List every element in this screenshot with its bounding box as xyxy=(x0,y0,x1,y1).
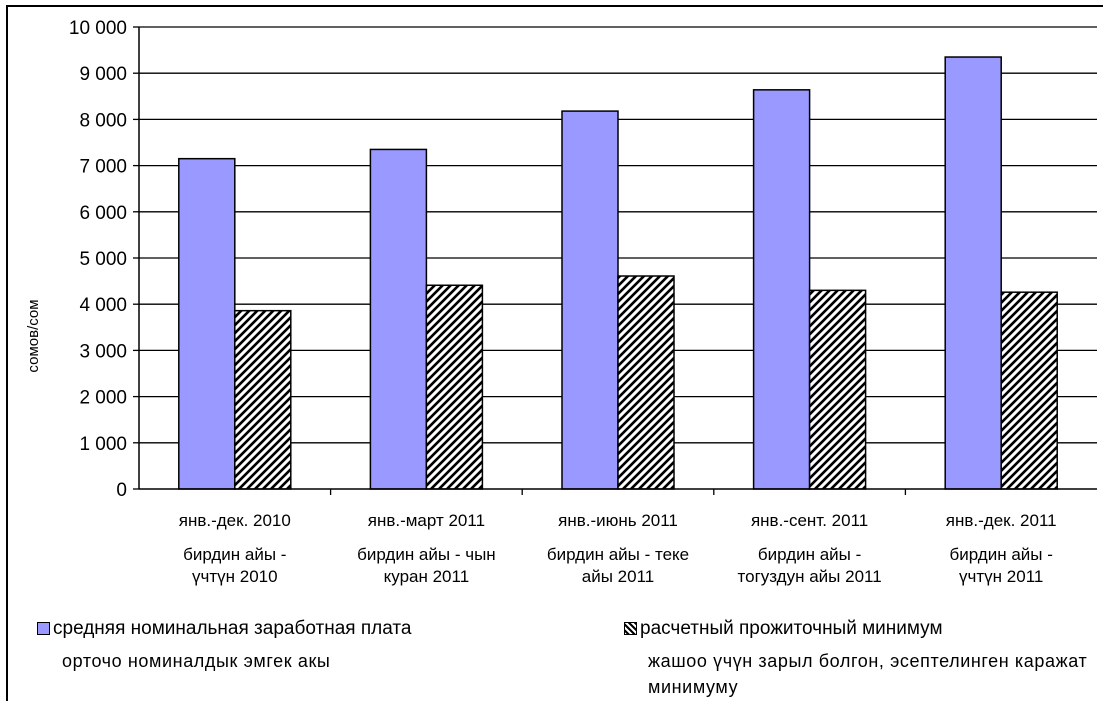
x-tick-sublabel: бирдин айы - xyxy=(183,545,286,564)
bar-wage xyxy=(561,110,619,490)
x-tick-sublabel: үчтүн 2010 xyxy=(192,567,278,586)
y-tick-label: 2 000 xyxy=(79,388,127,409)
bar-minimum xyxy=(617,275,675,490)
legend-label-wage: средняя номинальная заработная плата xyxy=(53,618,412,639)
y-tick-label: 6 000 xyxy=(79,203,127,224)
bar-wage xyxy=(752,89,811,490)
y-axis-label: сомов/сом xyxy=(25,299,42,372)
x-tick-sublabel: куран 2011 xyxy=(384,567,470,586)
x-tick-sublabel: бирдин айы - теке xyxy=(547,545,689,564)
x-tick-sublabel: тогуздун айы 2011 xyxy=(738,567,882,586)
y-tick-label: 10 000 xyxy=(69,18,127,39)
chart-frame xyxy=(6,5,1103,701)
bar-minimum xyxy=(808,289,867,490)
bar-minimum xyxy=(234,309,292,490)
legend-swatch-wage xyxy=(37,622,50,635)
legend-sublabel-wage: орточо номиналдык эмгек акы xyxy=(62,651,331,671)
y-tick-label: 4 000 xyxy=(79,295,127,316)
legend-item-wage: средняя номинальная заработная плата xyxy=(37,618,411,640)
y-tick-label: 0 xyxy=(116,480,127,501)
x-tick-label: янв.-сент. 2011 xyxy=(751,511,868,530)
bar-wage xyxy=(178,157,236,490)
x-tick-sublabel: бирдин айы - чын xyxy=(357,545,496,564)
bar-minimum xyxy=(425,284,484,490)
x-tick-label: янв.-июнь 2011 xyxy=(558,511,678,530)
bar-minimum xyxy=(1000,291,1058,490)
bar-wage xyxy=(944,56,1002,490)
legend-label-minimum: расчетный прожиточный минимум xyxy=(640,618,943,639)
y-tick-label: 3 000 xyxy=(79,341,127,362)
y-tick-label: 7 000 xyxy=(79,157,127,178)
legend-item-minimum: расчетный прожиточный минимум xyxy=(624,618,943,640)
x-tick-label: янв.-март 2011 xyxy=(368,511,485,530)
x-tick-sublabel: бирдин айы - xyxy=(758,545,861,564)
y-tick-label: 8 000 xyxy=(79,110,127,131)
y-tick-label: 1 000 xyxy=(79,434,127,455)
y-tick-label: 9 000 xyxy=(79,64,127,85)
x-tick-sublabel: үчтүн 2011 xyxy=(959,567,1043,586)
x-tick-label: янв.-дек. 2010 xyxy=(179,511,291,530)
legend-swatch-minimum xyxy=(624,622,637,635)
bar-wage xyxy=(369,148,428,490)
x-tick-label: янв.-дек. 2011 xyxy=(946,511,1057,530)
x-tick-sublabel: айы 2011 xyxy=(582,567,654,586)
legend-sublabel-minimum: жашоо үчүн зарыл болгон, эсептелинген ка… xyxy=(648,651,1088,697)
x-tick-sublabel: бирдин айы - xyxy=(950,545,1053,564)
y-tick-label: 5 000 xyxy=(79,249,127,270)
